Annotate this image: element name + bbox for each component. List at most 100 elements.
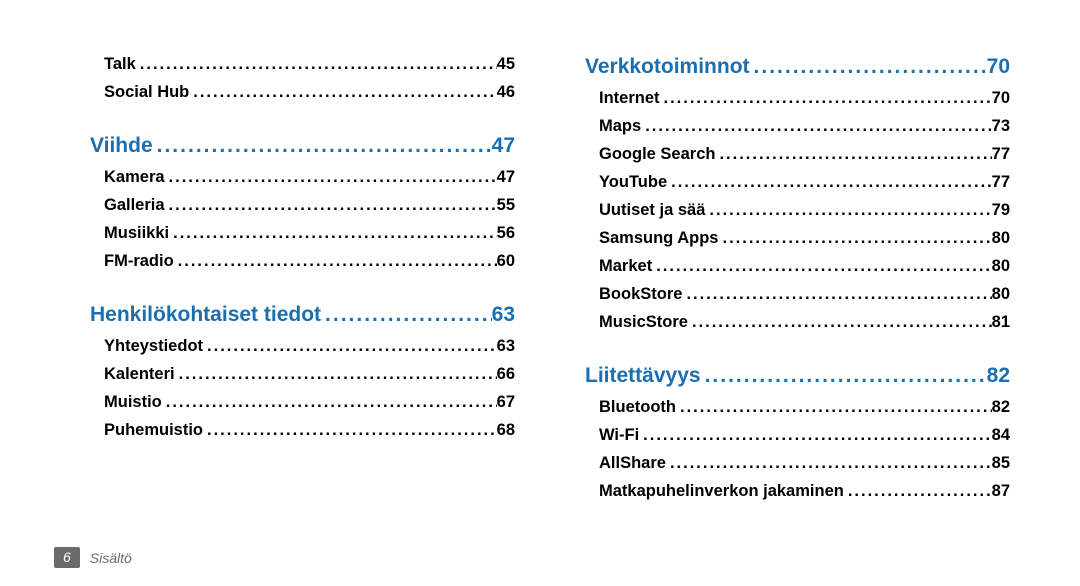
toc-entry-page: 77 <box>992 173 1010 192</box>
toc-entry-label: Kamera <box>104 168 165 187</box>
toc-section-title: Henkilökohtaiset tiedot <box>90 303 321 327</box>
toc-entry[interactable]: Talk ...................................… <box>104 55 515 74</box>
toc-leader: ........................................… <box>719 229 992 248</box>
toc-entry[interactable]: Social Hub .............................… <box>104 83 515 102</box>
toc-right-column: Verkkotoiminnot ........................… <box>585 55 1010 510</box>
toc-leader: ........................................… <box>321 303 492 327</box>
toc-leader: ........................................… <box>641 117 991 136</box>
toc-entry[interactable]: Kamera .................................… <box>104 168 515 187</box>
toc-entry-page: 79 <box>992 201 1010 220</box>
toc-entry[interactable]: Galleria ...............................… <box>104 196 515 215</box>
toc-entry-page: 70 <box>992 89 1010 108</box>
toc-entry-page: 55 <box>497 196 515 215</box>
toc-entry-page: 45 <box>497 55 515 74</box>
toc-leader: ........................................… <box>174 252 497 271</box>
toc-left-column: Talk ...................................… <box>90 55 515 510</box>
toc-entry-page: 47 <box>497 168 515 187</box>
toc-entry[interactable]: Internet ...............................… <box>599 89 1010 108</box>
toc-entry[interactable]: Yhteystiedot ...........................… <box>104 337 515 356</box>
toc-leader: ........................................… <box>165 168 497 187</box>
toc-entry[interactable]: Google Search ..........................… <box>599 145 1010 164</box>
pre-entries-group: Talk ...................................… <box>90 55 515 102</box>
toc-entry-page: 56 <box>497 224 515 243</box>
toc-leader: ........................................… <box>189 83 496 102</box>
toc-entry[interactable]: Matkapuhelinverkon jakaminen ...........… <box>599 482 1010 501</box>
toc-section-title: Verkkotoiminnot <box>585 55 750 79</box>
toc-entry[interactable]: FM-radio ...............................… <box>104 252 515 271</box>
toc-section[interactable]: Viihde .................................… <box>90 134 515 158</box>
toc-leader: ........................................… <box>682 285 991 304</box>
toc-entry-page: 77 <box>992 145 1010 164</box>
toc-leader: ........................................… <box>676 398 992 417</box>
toc-entry[interactable]: Kalenteri ..............................… <box>104 365 515 384</box>
toc-entry-page: 60 <box>497 252 515 271</box>
toc-section[interactable]: Verkkotoiminnot ........................… <box>585 55 1010 79</box>
toc-entry-page: 63 <box>497 337 515 356</box>
toc-entry[interactable]: Uutiset ja sää .........................… <box>599 201 1010 220</box>
toc-section[interactable]: Liitettävyys ...........................… <box>585 364 1010 388</box>
toc-entry[interactable]: Wi-Fi ..................................… <box>599 426 1010 445</box>
toc-leader: ........................................… <box>844 482 992 501</box>
toc-entry[interactable]: MusicStore .............................… <box>599 313 1010 332</box>
toc-entry-label: Yhteystiedot <box>104 337 203 356</box>
toc-entry-label: Matkapuhelinverkon jakaminen <box>599 482 844 501</box>
toc-entry-label: MusicStore <box>599 313 688 332</box>
toc-entry[interactable]: Puhemuistio ............................… <box>104 421 515 440</box>
toc-entry[interactable]: Market .................................… <box>599 257 1010 276</box>
toc-section-page: 82 <box>987 364 1010 388</box>
toc-entry[interactable]: Maps ...................................… <box>599 117 1010 136</box>
toc-leader: ........................................… <box>666 454 992 473</box>
toc-leader: ........................................… <box>175 365 497 384</box>
toc-section-title: Viihde <box>90 134 153 158</box>
toc-entry-label: Muistio <box>104 393 162 412</box>
toc-leader: ........................................… <box>153 134 492 158</box>
toc-entry-label: Samsung Apps <box>599 229 719 248</box>
toc-entry-label: YouTube <box>599 173 667 192</box>
toc-section[interactable]: Henkilökohtaiset tiedot ................… <box>90 303 515 327</box>
toc-entry-label: Wi-Fi <box>599 426 639 445</box>
toc-entry-label: Social Hub <box>104 83 189 102</box>
toc-entry-page: 85 <box>992 454 1010 473</box>
toc-leader: ........................................… <box>660 89 992 108</box>
toc-entry[interactable]: BookStore ..............................… <box>599 285 1010 304</box>
toc-entry-label: Uutiset ja sää <box>599 201 705 220</box>
page-number-badge: 6 <box>54 547 80 568</box>
toc-leader: ........................................… <box>688 313 992 332</box>
toc-section-title: Liitettävyys <box>585 364 701 388</box>
toc-entry[interactable]: Muistio ................................… <box>104 393 515 412</box>
toc-entry-page: 80 <box>992 257 1010 276</box>
toc-page: Talk ...................................… <box>0 0 1080 586</box>
toc-columns: Talk ...................................… <box>90 55 1010 510</box>
toc-entry-label: FM-radio <box>104 252 174 271</box>
toc-entry-page: 73 <box>992 117 1010 136</box>
toc-entry-page: 80 <box>992 285 1010 304</box>
toc-entry-page: 84 <box>992 426 1010 445</box>
toc-entry-page: 87 <box>992 482 1010 501</box>
toc-entry-page: 66 <box>497 365 515 384</box>
toc-entry-label: AllShare <box>599 454 666 473</box>
toc-entry[interactable]: Bluetooth ..............................… <box>599 398 1010 417</box>
toc-entry-label: Kalenteri <box>104 365 175 384</box>
toc-leader: ........................................… <box>639 426 991 445</box>
toc-entry-label: Musiikki <box>104 224 169 243</box>
footer-section-label: Sisältö <box>90 550 132 566</box>
toc-section-page: 47 <box>492 134 515 158</box>
toc-entry-label: Talk <box>104 55 136 74</box>
toc-entry-page: 80 <box>992 229 1010 248</box>
toc-leader: ........................................… <box>136 55 497 74</box>
toc-entry[interactable]: YouTube ................................… <box>599 173 1010 192</box>
toc-entry-label: Galleria <box>104 196 165 215</box>
toc-leader: ........................................… <box>203 421 497 440</box>
toc-entry-page: 68 <box>497 421 515 440</box>
toc-leader: ........................................… <box>705 201 991 220</box>
toc-entry[interactable]: Samsung Apps ...........................… <box>599 229 1010 248</box>
toc-leader: ........................................… <box>165 196 497 215</box>
toc-leader: ........................................… <box>162 393 497 412</box>
toc-entry[interactable]: Musiikki ...............................… <box>104 224 515 243</box>
page-footer: 6 Sisältö <box>54 547 132 568</box>
toc-entry-label: Puhemuistio <box>104 421 203 440</box>
toc-entry-page: 67 <box>497 393 515 412</box>
toc-entry[interactable]: AllShare ...............................… <box>599 454 1010 473</box>
toc-leader: ........................................… <box>667 173 992 192</box>
toc-entry-label: Google Search <box>599 145 715 164</box>
